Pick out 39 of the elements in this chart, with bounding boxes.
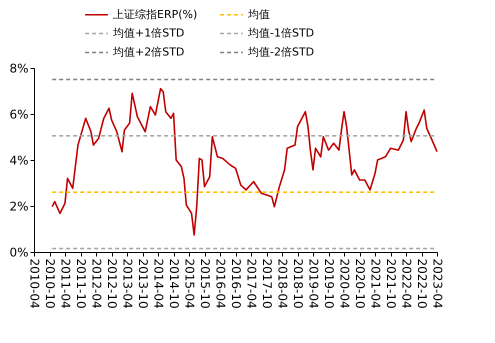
x-tick-label: 2016-10 xyxy=(229,258,244,309)
x-tick-label: 2020-04 xyxy=(338,258,352,309)
x-tick-label: 2010-10 xyxy=(43,258,58,309)
y-tick-label: 8% xyxy=(9,62,28,76)
x-tick-label: 2020-10 xyxy=(353,258,368,309)
line-series xyxy=(51,88,438,236)
x-tick-label: 2011-04 xyxy=(58,258,72,309)
y-tick-label: 0% xyxy=(9,246,28,260)
x-tick-label: 2018-04 xyxy=(276,258,290,309)
y-tick-label: 2% xyxy=(9,200,28,214)
x-tick-label: 2015-10 xyxy=(198,258,212,309)
x-tick-label: 2011-10 xyxy=(74,258,88,309)
legend-label: 均值+2倍STD xyxy=(112,46,184,58)
x-tick-label: 2012-10 xyxy=(105,258,120,309)
x-tick-label: 2018-10 xyxy=(291,258,306,309)
x-tick-label: 2014-04 xyxy=(152,258,166,309)
x-tick-label: 2021-10 xyxy=(384,258,398,309)
y-tick-label: 4% xyxy=(9,154,28,168)
x-tick-label: 2013-10 xyxy=(136,258,150,309)
x-tick-label: 2016-04 xyxy=(214,258,228,309)
x-tick-label: 2012-04 xyxy=(90,258,104,309)
x-tick-label: 2010-04 xyxy=(28,258,42,309)
x-tick-label: 2017-10 xyxy=(260,258,274,309)
x-tick-label: 2019-04 xyxy=(306,258,320,309)
x-tick-label: 2013-04 xyxy=(120,258,135,309)
legend-label: 上证综指ERP(%) xyxy=(113,8,198,21)
x-tick-label: 2021-04 xyxy=(368,258,383,309)
x-tick-label: 2022-04 xyxy=(400,258,414,309)
x-tick-label: 2014-10 xyxy=(167,258,182,309)
x-tick-label: 2019-10 xyxy=(322,258,336,309)
y-tick-label: 6% xyxy=(9,108,28,122)
legend-label: 均值+1倍STD xyxy=(112,26,184,40)
x-tick-label: 2023-04 xyxy=(430,258,444,309)
x-tick-label: 2015-04 xyxy=(182,258,196,309)
x-tick-label: 2022-10 xyxy=(415,258,430,309)
legend-label: 均值-2倍STD xyxy=(247,46,314,58)
legend-label: 均值 xyxy=(247,8,270,21)
x-tick-label: 2017-04 xyxy=(244,258,259,309)
legend-label: 均值-1倍STD xyxy=(247,26,314,40)
